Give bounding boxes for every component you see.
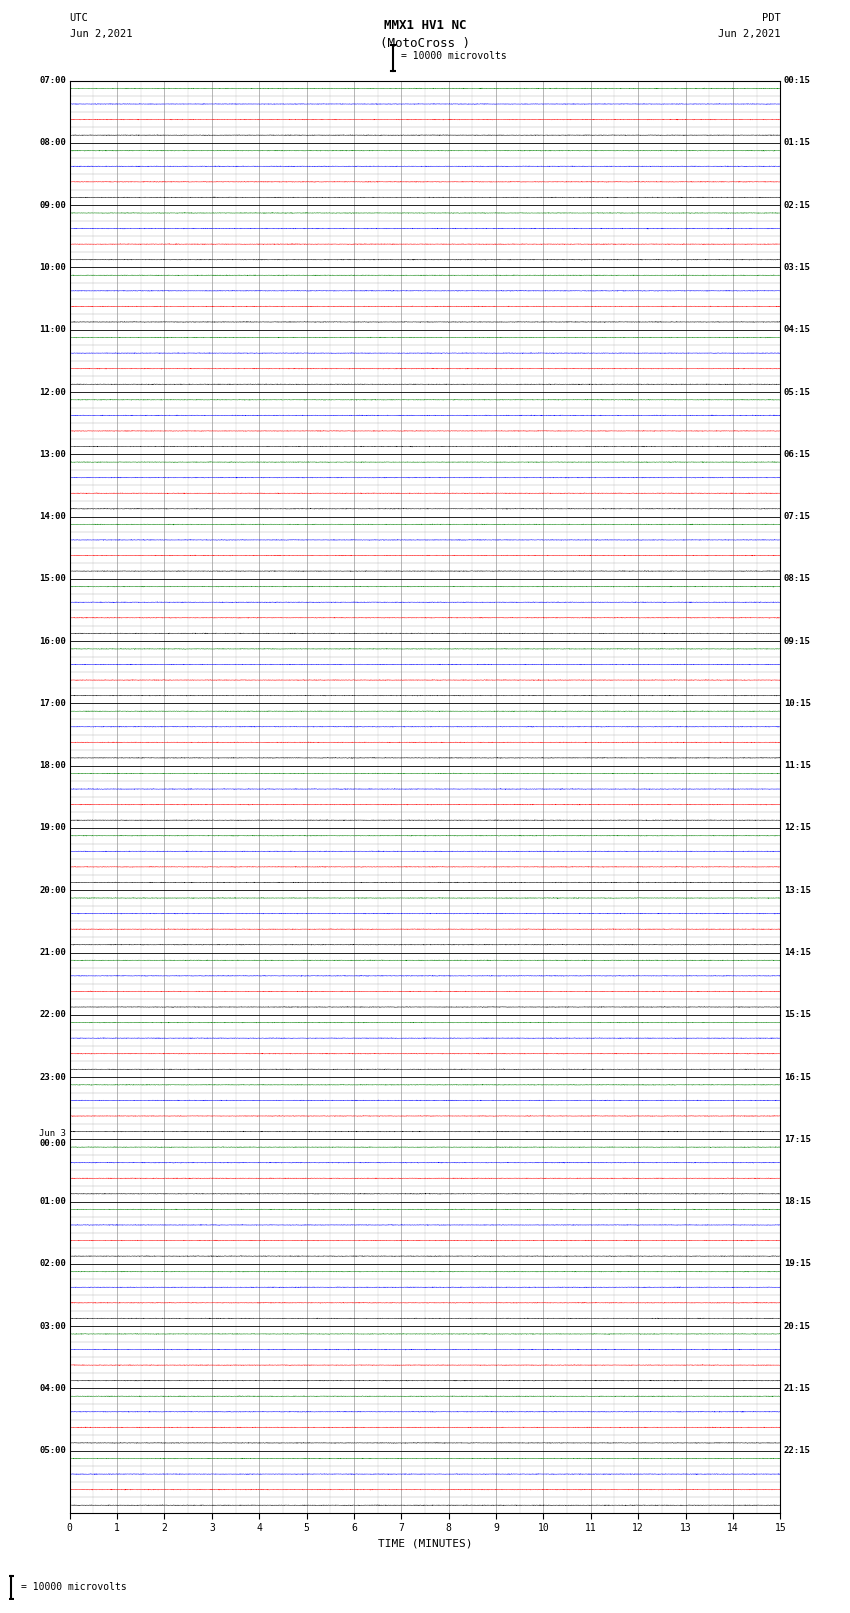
Text: 02:00: 02:00: [39, 1260, 66, 1268]
Text: Jun 2,2021: Jun 2,2021: [70, 29, 133, 39]
Text: 01:15: 01:15: [784, 139, 811, 147]
Text: 14:15: 14:15: [784, 948, 811, 957]
Text: 21:00: 21:00: [39, 948, 66, 957]
Text: 07:00: 07:00: [39, 76, 66, 85]
Text: 20:15: 20:15: [784, 1321, 811, 1331]
Text: 23:00: 23:00: [39, 1073, 66, 1082]
Text: 08:00: 08:00: [39, 139, 66, 147]
Text: 03:15: 03:15: [784, 263, 811, 273]
Text: 09:15: 09:15: [784, 637, 811, 645]
Text: 03:00: 03:00: [39, 1321, 66, 1331]
Text: 05:15: 05:15: [784, 387, 811, 397]
Text: (MotoCross ): (MotoCross ): [380, 37, 470, 50]
Text: 13:00: 13:00: [39, 450, 66, 458]
Text: 12:15: 12:15: [784, 824, 811, 832]
Text: 07:15: 07:15: [784, 511, 811, 521]
Text: 13:15: 13:15: [784, 886, 811, 895]
Text: 06:15: 06:15: [784, 450, 811, 458]
Text: 17:00: 17:00: [39, 698, 66, 708]
Text: 09:00: 09:00: [39, 200, 66, 210]
Text: Jun 3: Jun 3: [39, 1129, 66, 1139]
Text: 11:15: 11:15: [784, 761, 811, 769]
Text: 22:15: 22:15: [784, 1447, 811, 1455]
Text: 10:00: 10:00: [39, 263, 66, 273]
Text: UTC: UTC: [70, 13, 88, 23]
Text: Jun 2,2021: Jun 2,2021: [717, 29, 780, 39]
Text: 12:00: 12:00: [39, 387, 66, 397]
Text: 22:00: 22:00: [39, 1010, 66, 1019]
Text: 16:15: 16:15: [784, 1073, 811, 1082]
Text: 16:00: 16:00: [39, 637, 66, 645]
Text: 17:15: 17:15: [784, 1136, 811, 1144]
Text: 04:15: 04:15: [784, 326, 811, 334]
Text: 18:15: 18:15: [784, 1197, 811, 1207]
Text: PDT: PDT: [762, 13, 780, 23]
Text: 11:00: 11:00: [39, 326, 66, 334]
Text: 01:00: 01:00: [39, 1197, 66, 1207]
Text: = 10000 microvolts: = 10000 microvolts: [401, 52, 507, 61]
Text: MMX1 HV1 NC: MMX1 HV1 NC: [383, 19, 467, 32]
Text: = 10000 microvolts: = 10000 microvolts: [21, 1582, 127, 1592]
Text: 00:15: 00:15: [784, 76, 811, 85]
Text: 18:00: 18:00: [39, 761, 66, 769]
Text: 02:15: 02:15: [784, 200, 811, 210]
Text: 10:15: 10:15: [784, 698, 811, 708]
Text: 21:15: 21:15: [784, 1384, 811, 1394]
Text: 15:15: 15:15: [784, 1010, 811, 1019]
X-axis label: TIME (MINUTES): TIME (MINUTES): [377, 1539, 473, 1548]
Text: 14:00: 14:00: [39, 511, 66, 521]
Text: 00:00: 00:00: [39, 1139, 66, 1148]
Text: 15:00: 15:00: [39, 574, 66, 584]
Text: 19:00: 19:00: [39, 824, 66, 832]
Text: 08:15: 08:15: [784, 574, 811, 584]
Text: 04:00: 04:00: [39, 1384, 66, 1394]
Text: 05:00: 05:00: [39, 1447, 66, 1455]
Text: 20:00: 20:00: [39, 886, 66, 895]
Text: 19:15: 19:15: [784, 1260, 811, 1268]
